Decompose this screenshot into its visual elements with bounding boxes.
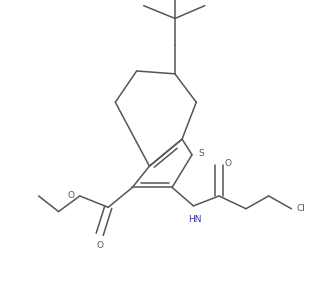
Text: O: O	[68, 191, 75, 201]
Text: O: O	[96, 241, 103, 250]
Text: O: O	[224, 159, 231, 168]
Text: HN: HN	[188, 215, 202, 224]
Text: S: S	[198, 149, 204, 158]
Text: Cl: Cl	[296, 204, 305, 213]
